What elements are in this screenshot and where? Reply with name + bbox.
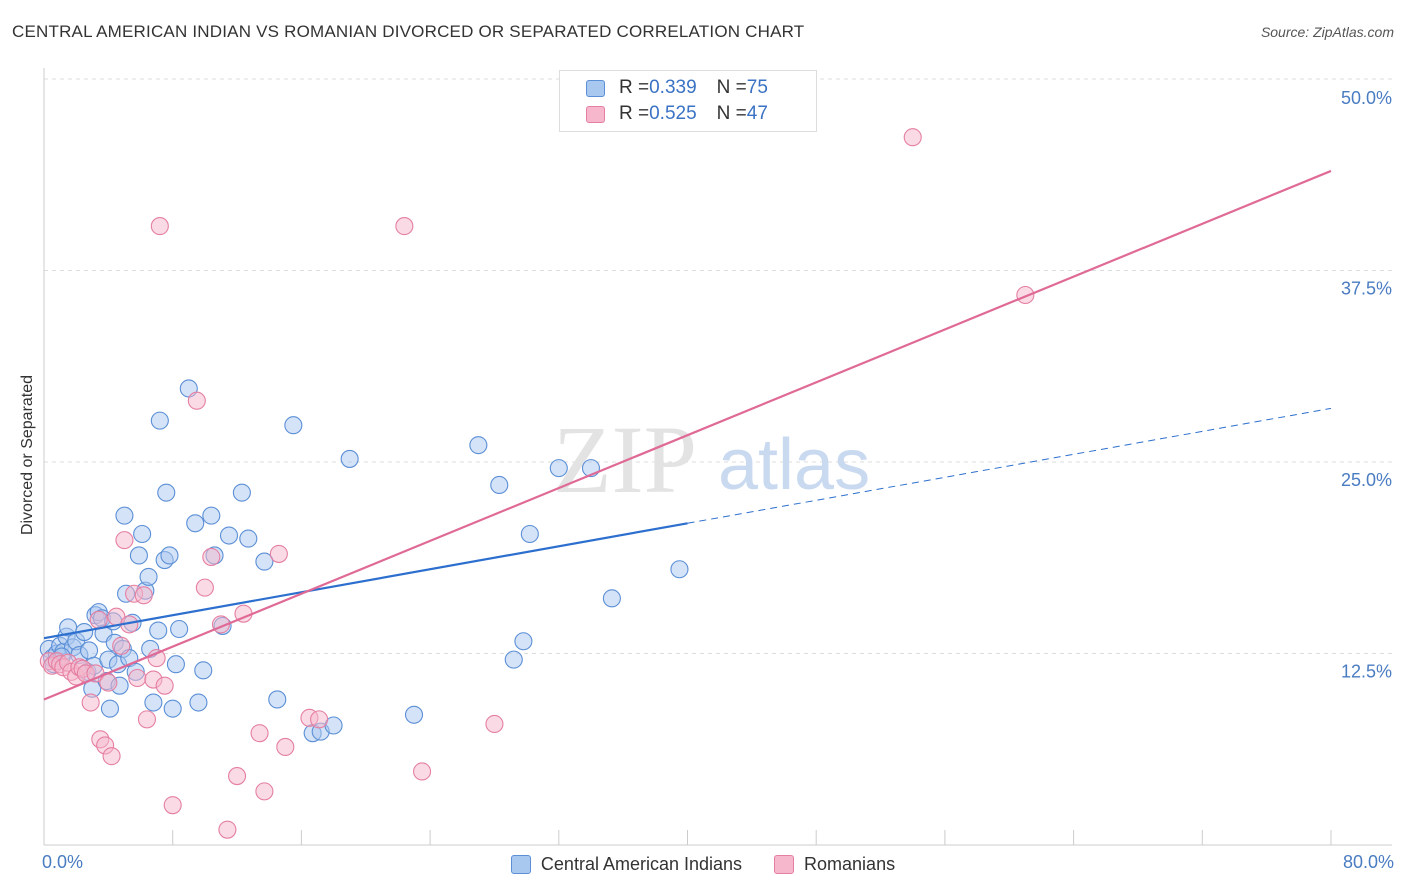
data-point — [310, 710, 329, 729]
legend-r-value: 0.339 — [649, 77, 697, 98]
data-point — [469, 436, 488, 455]
data-point — [150, 411, 169, 430]
data-point — [670, 560, 689, 579]
series-legend-item-blue: Central American Indians — [510, 853, 743, 875]
axes — [43, 68, 1392, 846]
series-legend-label: Central American Indians — [540, 853, 743, 874]
data-point — [129, 546, 148, 565]
x-tick-min: 0.0% — [42, 852, 84, 872]
legend-r-label: R = — [619, 103, 650, 124]
data-point — [602, 589, 621, 608]
legend-row-blue: R = 0.339 N = 75 — [586, 76, 768, 100]
data-point — [395, 217, 414, 236]
data-point — [485, 714, 504, 734]
data-point — [133, 524, 152, 544]
legend-swatch-pink — [586, 105, 605, 123]
data-point — [250, 724, 269, 743]
series-legend-label: Romanians — [804, 853, 896, 874]
legend-row-pink: R = 0.525 N = 47 — [586, 102, 768, 126]
data-point — [134, 586, 153, 605]
data-point — [504, 650, 523, 669]
data-point — [239, 529, 258, 548]
data-point — [413, 762, 432, 781]
data-point — [340, 449, 359, 468]
y-tick-labels: 12.5% 25.0% 37.5% 50.0% — [1341, 88, 1392, 682]
y-tick-label: 25.0% — [1341, 470, 1392, 490]
y-tick-label: 12.5% — [1341, 662, 1392, 682]
correlation-legend: R = 0.339 N = 75 R = 0.525 N = 47 — [559, 70, 817, 132]
y-tick-label: 37.5% — [1341, 279, 1392, 299]
chart-title: CENTRAL AMERICAN INDIAN VS ROMANIAN DIVO… — [12, 22, 805, 41]
data-point — [155, 676, 174, 695]
watermark: ZIP atlas — [553, 406, 870, 513]
data-point — [139, 567, 158, 586]
data-point — [268, 690, 287, 709]
data-point — [194, 661, 213, 680]
data-point — [404, 705, 424, 724]
data-point — [202, 506, 221, 525]
data-point — [520, 524, 539, 544]
trend-lines — [43, 169, 1332, 701]
data-point — [144, 693, 163, 712]
trend-line-blue-dashed — [687, 407, 1332, 524]
series-romanians — [39, 128, 1035, 839]
data-point — [89, 610, 108, 629]
data-point — [255, 782, 274, 801]
data-point — [903, 128, 922, 147]
gridlines — [44, 78, 1392, 654]
data-point — [284, 416, 303, 435]
data-point — [170, 619, 189, 639]
trend-line-blue — [43, 522, 688, 640]
data-point — [157, 483, 176, 502]
data-point — [166, 655, 185, 674]
data-point — [490, 475, 509, 495]
legend-swatch-blue — [586, 79, 605, 97]
series-legend-item-pink: Romanians — [774, 854, 895, 875]
trend-line-pink — [43, 169, 1332, 701]
data-point — [163, 796, 182, 815]
data-point — [549, 459, 568, 478]
data-point — [79, 641, 99, 660]
y-tick-label: 50.0% — [1341, 88, 1392, 108]
watermark-zip: ZIP — [553, 406, 697, 513]
series-legend-swatch-blue — [510, 854, 531, 874]
data-point — [150, 217, 169, 236]
legend-n-label: N = — [716, 103, 747, 124]
data-point — [112, 636, 131, 655]
legend-n-label: N = — [716, 77, 747, 98]
data-point — [514, 632, 533, 651]
data-point — [160, 546, 179, 565]
data-point — [149, 621, 168, 640]
legend-r-value: 0.525 — [649, 103, 697, 124]
data-point — [102, 747, 121, 766]
data-point — [195, 578, 214, 597]
x-tick-max: 80.0% — [1342, 852, 1394, 872]
watermark-atlas: atlas — [718, 425, 870, 505]
data-point — [100, 699, 120, 718]
data-point — [276, 737, 295, 757]
source-credit: Source: ZipAtlas.com — [1260, 24, 1394, 40]
data-point — [186, 514, 205, 533]
data-point — [232, 483, 251, 502]
data-point — [255, 552, 274, 571]
data-point — [128, 668, 147, 688]
legend-n-value: 47 — [746, 103, 768, 124]
series-legend-swatch-pink — [774, 854, 795, 874]
data-point — [115, 506, 134, 525]
data-point — [189, 693, 208, 712]
data-point — [81, 693, 100, 712]
legend-r-label: R = — [619, 77, 650, 98]
data-point — [219, 526, 239, 545]
data-point — [163, 699, 182, 718]
series-legend: Central American Indians Romanians — [0, 852, 1406, 876]
data-point — [137, 710, 157, 729]
data-point — [269, 544, 288, 563]
data-point — [218, 820, 237, 839]
data-point — [115, 531, 134, 550]
data-point — [202, 547, 221, 567]
data-point — [187, 391, 206, 410]
data-point — [228, 767, 247, 786]
legend-n-value: 75 — [746, 77, 768, 98]
